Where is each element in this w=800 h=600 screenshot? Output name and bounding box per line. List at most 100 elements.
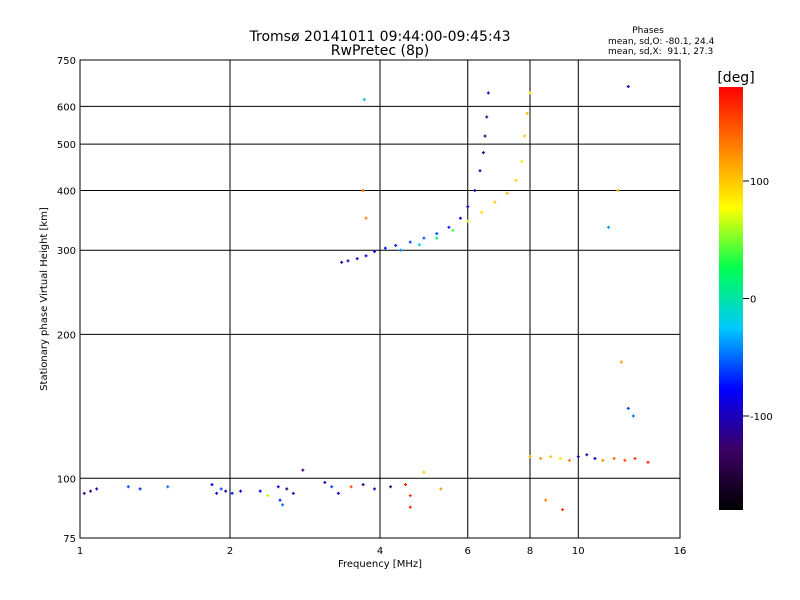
data-point [330, 485, 334, 489]
data-point [285, 487, 289, 491]
x-tick-label: 10 [572, 546, 585, 557]
x-tick-label: 6 [465, 546, 471, 557]
colorbar [719, 87, 743, 510]
colorbar-tick-label: 0 [750, 295, 756, 306]
colorbar-label: [deg] [717, 70, 754, 86]
chart-subtitle: RwPretec (8p) [331, 43, 429, 59]
data-point [408, 240, 412, 244]
data-point [355, 257, 359, 261]
data-point [394, 243, 398, 247]
x-tick-label: 4 [377, 546, 383, 557]
data-point [480, 210, 484, 214]
data-point [466, 205, 470, 209]
data-point [493, 200, 497, 204]
data-point [278, 498, 282, 502]
data-point [466, 219, 470, 223]
data-point [478, 169, 482, 173]
x-tick-label: 2 [227, 546, 233, 557]
data-point [520, 159, 524, 163]
data-point [403, 483, 407, 487]
plot-frame [79, 59, 681, 539]
data-point [585, 453, 589, 457]
data-point [89, 489, 93, 493]
data-point [276, 485, 280, 489]
grid-lines [80, 60, 680, 538]
data-point [408, 505, 412, 509]
data-point [82, 491, 86, 495]
data-point [281, 503, 285, 507]
data-point [215, 491, 219, 495]
data-point [126, 485, 130, 489]
data-point [528, 91, 532, 95]
data-point [373, 250, 377, 254]
y-tick-label: 75 [63, 534, 76, 545]
data-point [451, 228, 455, 232]
data-point [361, 483, 365, 487]
data-point [601, 458, 605, 462]
data-point [210, 483, 214, 487]
data-point [528, 455, 532, 459]
colorbar-tick-label: -100 [750, 412, 773, 423]
data-point [362, 98, 366, 102]
data-point [336, 491, 340, 495]
data-point [633, 456, 637, 460]
data-point [481, 151, 485, 155]
data-point [95, 487, 99, 491]
stats-heading: Phases [632, 26, 664, 36]
data-point [558, 456, 562, 460]
stats-o-mode: mean, sd,O: -80.1, 24.4 [608, 37, 715, 47]
data-point [567, 458, 571, 462]
data-point [258, 489, 262, 493]
data-point [483, 134, 487, 138]
data-point [166, 485, 170, 489]
data-point [593, 456, 597, 460]
y-tick-label: 400 [57, 186, 76, 197]
data-point [230, 491, 234, 495]
x-axis-label: Frequency [MHz] [338, 559, 422, 570]
y-tick-label: 300 [57, 246, 76, 257]
y-tick-label: 200 [57, 330, 76, 341]
data-point [291, 491, 295, 495]
y-axis-label: Stationary phase Virtual Height [km] [39, 207, 50, 391]
data-point [631, 414, 635, 418]
data-point [422, 236, 426, 240]
data-point [435, 236, 439, 240]
x-tick-label: 8 [527, 546, 533, 557]
data-point [323, 480, 327, 484]
data-point [389, 485, 393, 489]
data-point [523, 134, 527, 138]
data-point [607, 225, 611, 229]
data-point [408, 494, 412, 498]
data-point [458, 216, 462, 220]
y-tick-label: 500 [57, 140, 76, 151]
data-point [447, 225, 451, 229]
data-point [486, 91, 490, 95]
data-point [435, 232, 439, 236]
data-point [383, 246, 387, 250]
data-point [301, 468, 305, 472]
data-point [138, 487, 142, 491]
x-tick-label: 16 [674, 546, 687, 557]
chart-title: Tromsø 20141011 09:44:00-09:45:43 [249, 29, 511, 45]
stats-x-mode: mean, sd,X: 91.1, 27.3 [608, 47, 713, 57]
data-point [239, 489, 243, 493]
data-point [364, 216, 368, 220]
data-point [473, 188, 477, 192]
data-point [626, 406, 630, 410]
data-point [399, 248, 403, 252]
data-point [626, 85, 630, 89]
data-point [616, 188, 620, 192]
colorbar-ticks: 100 0 -100 [743, 177, 773, 423]
data-point [544, 498, 548, 502]
data-point [549, 455, 553, 459]
data-point [485, 115, 489, 119]
data-point [646, 460, 650, 464]
x-tick-label: 1 [77, 546, 83, 557]
data-point [364, 254, 368, 258]
y-tick-label: 100 [57, 474, 76, 485]
data-point [623, 458, 627, 462]
data-point [422, 470, 426, 474]
data-point [224, 489, 228, 493]
y-tick-label: 600 [57, 102, 76, 113]
